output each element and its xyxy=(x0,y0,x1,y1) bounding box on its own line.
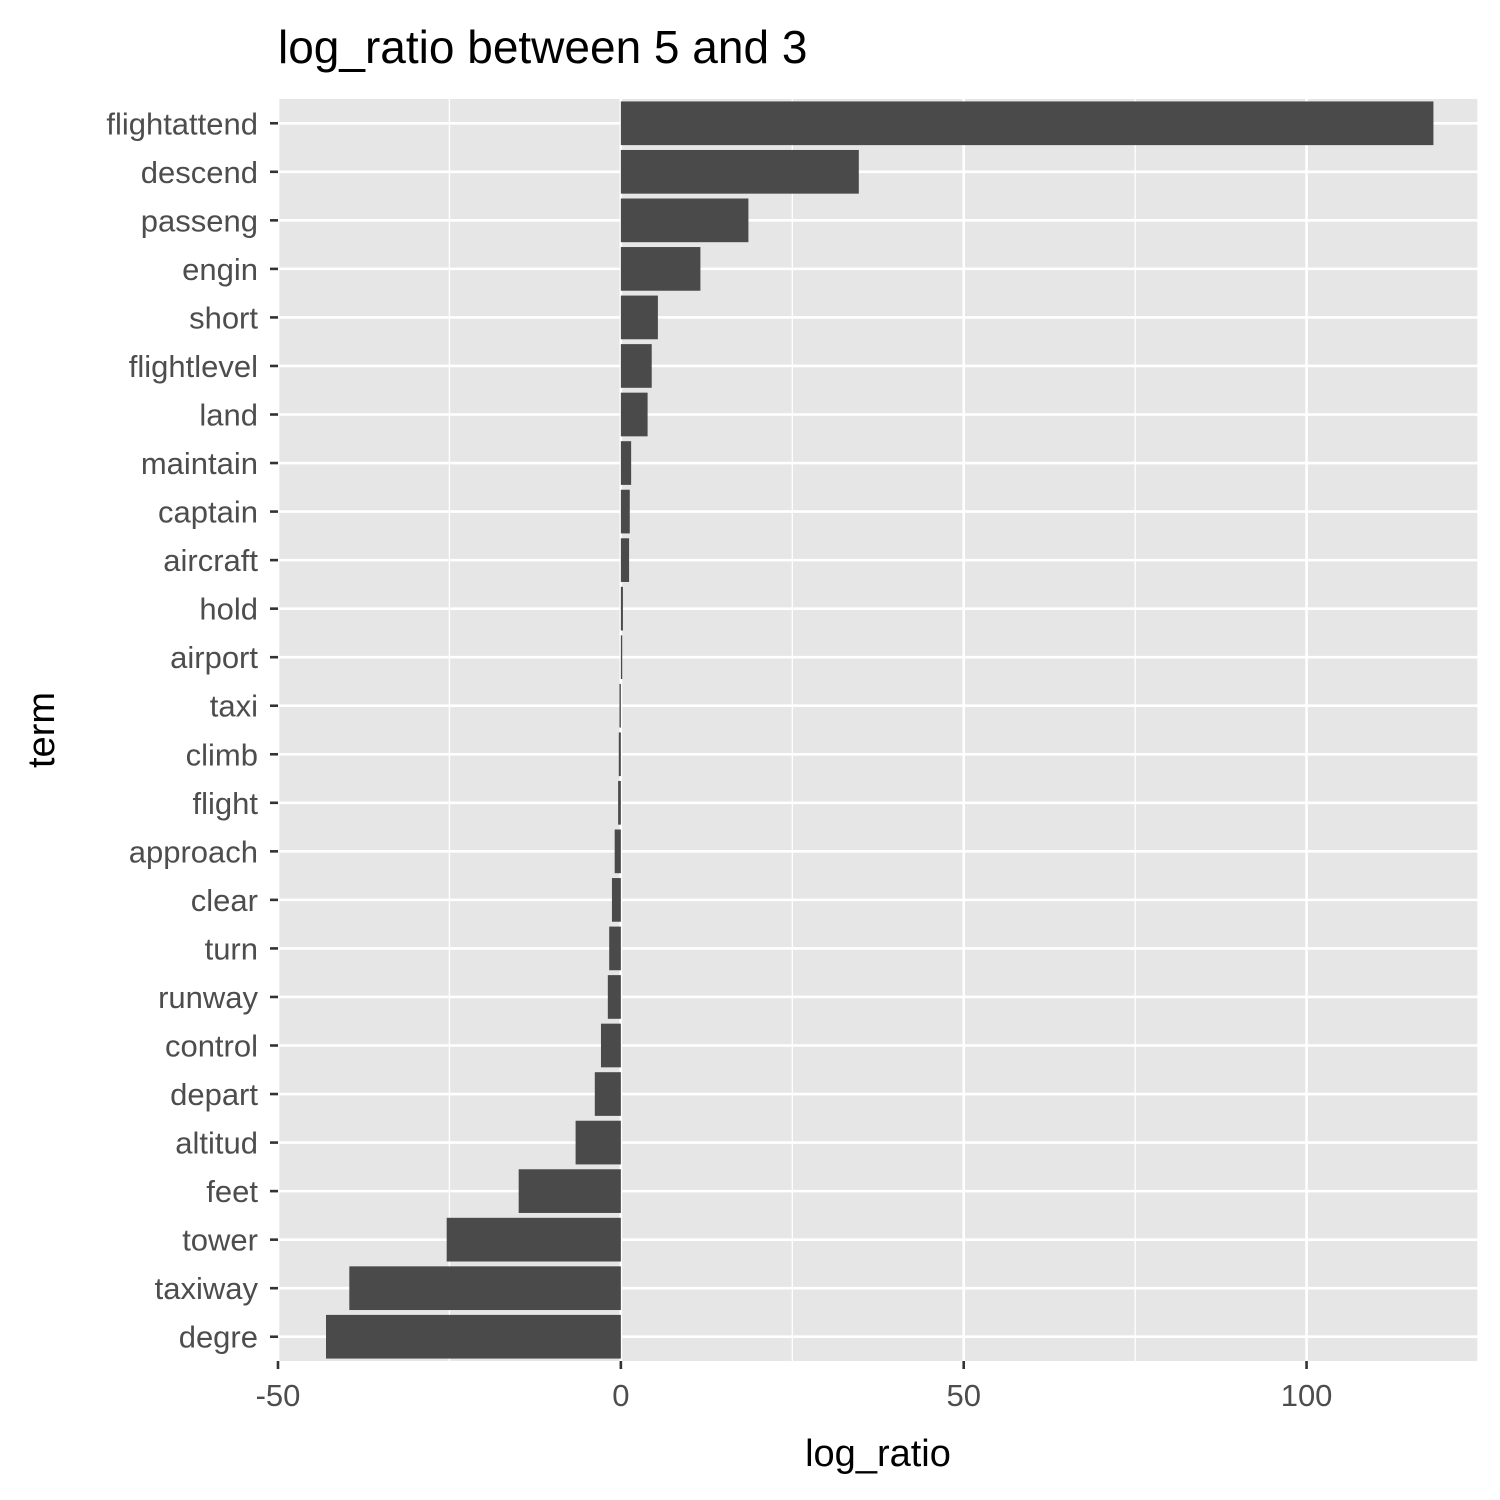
y-tick-label: taxi xyxy=(210,689,258,724)
y-tick-label: flightattend xyxy=(106,106,258,141)
y-tick-label: taxiway xyxy=(155,1271,259,1306)
y-tick-label: maintain xyxy=(141,446,258,481)
bar-captain xyxy=(620,489,630,534)
y-tick-label: hold xyxy=(199,592,258,627)
y-tick-label: short xyxy=(189,300,258,335)
bar-feet xyxy=(518,1169,621,1213)
bar-runway xyxy=(607,975,621,1019)
y-tick-label: feet xyxy=(206,1174,258,1209)
bar-aircraft xyxy=(620,538,630,582)
bar-flightattend xyxy=(620,101,1434,146)
y-tick-label: approach xyxy=(129,834,258,869)
y-axis-title: term xyxy=(21,692,63,768)
y-tick-label: land xyxy=(199,398,258,433)
bar-land xyxy=(620,392,648,437)
y-tick-label: engin xyxy=(182,252,258,287)
plot-panel xyxy=(278,99,1478,1361)
y-tick-label: control xyxy=(165,1029,258,1064)
bar-flightlevel xyxy=(620,344,652,388)
y-tick-label: airport xyxy=(170,640,258,675)
y-tick-label: turn xyxy=(205,931,258,966)
x-axis: -50 0 50 100 xyxy=(256,1361,1333,1413)
bar-short xyxy=(620,295,658,340)
y-tick-label: runway xyxy=(158,980,258,1015)
bar-altitud xyxy=(575,1120,621,1165)
bar-passeng xyxy=(620,198,749,243)
bar-engin xyxy=(620,247,701,291)
y-tick-label: degre xyxy=(179,1320,258,1355)
bar-flight xyxy=(618,780,621,825)
bar-tower xyxy=(446,1217,621,1262)
y-tick-label: climb xyxy=(186,737,258,772)
y-tick-label: captain xyxy=(158,495,258,530)
bar-maintain xyxy=(620,441,632,485)
bar-taxiway xyxy=(349,1266,621,1311)
y-tick-label: aircraft xyxy=(163,543,258,578)
y-tick-label: descend xyxy=(141,155,258,190)
y-tick-label: depart xyxy=(170,1077,258,1112)
bars xyxy=(326,101,1434,1359)
bar-clear xyxy=(611,878,621,922)
x-axis-title: log_ratio xyxy=(805,1433,951,1475)
y-tick-label: altitud xyxy=(175,1126,258,1161)
y-tick-label: passeng xyxy=(141,203,258,238)
bar-turn xyxy=(609,926,621,971)
bar-taxi xyxy=(619,683,621,728)
x-tick-label: -50 xyxy=(256,1378,301,1413)
bar-descend xyxy=(620,149,859,194)
bar-control xyxy=(600,1023,621,1068)
bar-depart xyxy=(594,1072,621,1116)
y-tick-label: flight xyxy=(193,786,259,821)
x-tick-label: 0 xyxy=(612,1378,629,1413)
x-tick-label: 50 xyxy=(946,1378,980,1413)
bar-degre xyxy=(326,1314,621,1359)
bar-approach xyxy=(614,829,621,874)
y-axis: flightattend descend passeng engin short flig… xyxy=(106,106,278,1355)
bar-airport xyxy=(620,635,623,680)
x-tick-label: 100 xyxy=(1281,1378,1333,1413)
bar-climb xyxy=(618,732,621,777)
y-tick-label: flightlevel xyxy=(129,349,258,384)
y-tick-label: tower xyxy=(182,1223,258,1258)
chart-title: log_ratio between 5 and 3 xyxy=(278,21,807,73)
bar-hold xyxy=(620,586,623,631)
y-tick-label: clear xyxy=(191,883,258,918)
